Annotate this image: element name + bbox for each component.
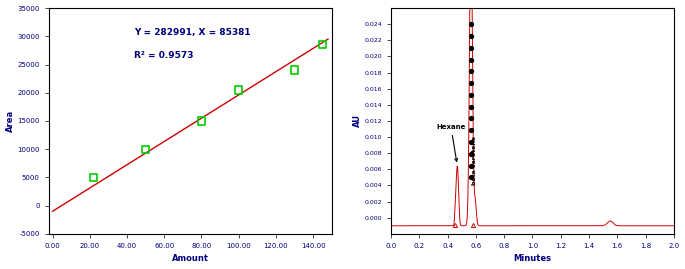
Text: beta carotene: beta carotene <box>472 136 477 185</box>
Y-axis label: Area: Area <box>5 110 14 132</box>
X-axis label: Amount: Amount <box>172 254 209 263</box>
Text: Hexane: Hexane <box>436 124 466 161</box>
Point <box>317 43 328 47</box>
Point <box>233 88 244 92</box>
Point <box>196 119 207 123</box>
X-axis label: Minutes: Minutes <box>514 254 551 263</box>
Point <box>140 147 151 151</box>
Y-axis label: AU: AU <box>353 114 362 128</box>
Point <box>289 68 300 72</box>
Text: R² = 0.9573: R² = 0.9573 <box>134 51 193 60</box>
Point <box>88 175 99 180</box>
Text: Y = 282991, X = 85381: Y = 282991, X = 85381 <box>134 28 250 37</box>
